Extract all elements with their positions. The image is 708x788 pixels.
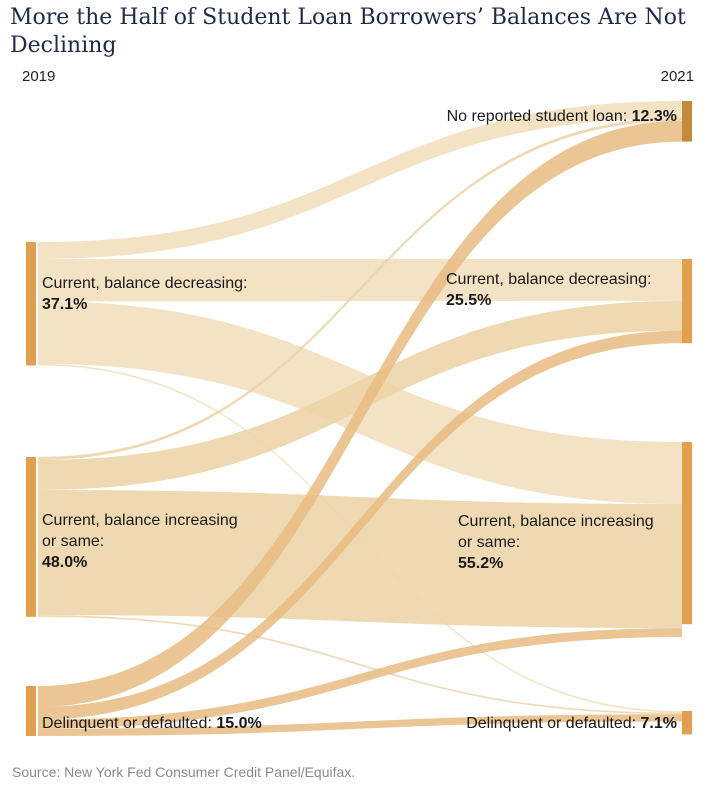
- right-node-dec: [682, 259, 692, 344]
- flow-inc-to-inc: [38, 489, 682, 629]
- label-right-inc: Current, balance increasing or same: 55.2%: [458, 513, 654, 572]
- label-left-inc: Current, balance increasing or same: 48.0%: [42, 512, 238, 571]
- flows-layer: [38, 101, 682, 736]
- left-node-inc: [26, 457, 36, 617]
- flow-del-to-del: [38, 714, 682, 736]
- left-node-dec: [26, 242, 36, 366]
- label-left-dec: Current, balance decreasing: 37.1%: [42, 275, 247, 313]
- right-node-inc: [682, 442, 692, 625]
- flow-del-to-dec: [38, 330, 682, 720]
- flow-del-to-inc: [38, 628, 682, 729]
- flow-del-to-none: [38, 120, 682, 707]
- label-right-dec: Current, balance decreasing: 25.5%: [446, 271, 651, 309]
- label-right-del: Delinquent or defaulted: 7.1%: [466, 715, 677, 732]
- flow-dec-to-none: [38, 101, 682, 259]
- right-node-del: [682, 711, 692, 735]
- flow-inc-to-dec: [38, 300, 682, 490]
- flow-inc-to-none: [38, 117, 682, 460]
- right-year-label: 2021: [660, 68, 694, 85]
- chart-title: More the Half of Student Loan Borrowers’…: [10, 5, 686, 58]
- source-note: Source: New York Fed Consumer Credit Pan…: [12, 764, 356, 780]
- label-left-del: Delinquent or defaulted: 15.0%: [42, 715, 262, 732]
- nodes-layer: [26, 101, 692, 736]
- flow-inc-to-del: [38, 615, 682, 715]
- flow-dec-to-dec: [38, 258, 682, 302]
- labels-layer: Current, balance decreasing: 37.1% Current…: [42, 108, 677, 732]
- label-right-none: No reported student loan: 12.3%: [447, 108, 677, 125]
- left-year-label: 2019: [22, 68, 56, 85]
- left-node-del: [26, 686, 36, 736]
- right-node-none: [682, 101, 692, 142]
